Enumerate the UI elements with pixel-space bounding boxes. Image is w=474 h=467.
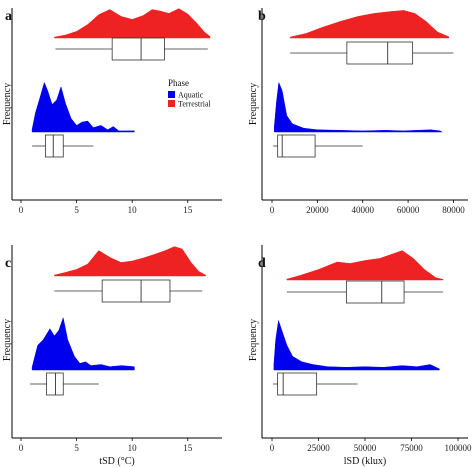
panel-c: 0 5 10 15 c Frequency tSD (°C) [2, 245, 222, 467]
y-axis-title: Frequency [2, 319, 13, 361]
y-axis-title: Frequency [248, 83, 259, 125]
legend-label-terrestrial: Terrestrial [178, 100, 212, 109]
x-tick-label: 100000 [445, 443, 473, 453]
legend-swatch-aquatic [168, 91, 175, 98]
legend-label-aquatic: Aquatic [178, 91, 204, 100]
x-tick-label: 10 [128, 443, 138, 453]
x-tick-label: 5 [74, 205, 79, 215]
panel-letter: a [5, 9, 12, 24]
panel-b: 0 20000 40000 60000 80000 b Frequency [248, 8, 468, 215]
boxplot-aquatic-box [45, 134, 64, 158]
x-axis-title: lSD (klux) [344, 456, 387, 467]
density-terrestrial [286, 250, 444, 281]
x-tick-label: 0 [270, 443, 275, 453]
x-axis-title: tSD (°C) [99, 456, 134, 467]
x-tick-label: 10 [128, 205, 138, 215]
x-tick-label: 80000 [442, 205, 465, 215]
density-terrestrial [289, 10, 450, 39]
boxplot-terrestrial-box [111, 37, 165, 61]
x-tick-label: 40000 [351, 205, 374, 215]
panel-letter: c [5, 256, 11, 271]
y-axis-title: Frequency [2, 83, 13, 125]
x-tick-label: 15 [183, 443, 193, 453]
panel-letter: b [258, 9, 266, 24]
x-tick-label: 15 [183, 205, 193, 215]
legend-title: Phase [168, 78, 189, 88]
x-tick-label: 0 [19, 205, 24, 215]
density-aquatic [31, 82, 135, 133]
boxplot-aquatic-box [277, 372, 318, 396]
density-aquatic [274, 82, 443, 133]
x-tick-label: 5 [74, 443, 79, 453]
x-tick-label: 75000 [400, 443, 423, 453]
x-tick-label: 60000 [397, 205, 420, 215]
boxplot-aquatic-box [46, 372, 64, 396]
density-terrestrial [54, 246, 206, 277]
x-tick-label: 50000 [354, 443, 377, 453]
y-axis-title: Frequency [248, 319, 259, 361]
density-aquatic [273, 320, 440, 371]
x-tick-label: 0 [19, 443, 24, 453]
x-tick-label: 0 [270, 205, 275, 215]
panel-letter: d [258, 256, 266, 271]
boxplot-aquatic-box [277, 134, 316, 158]
density-terrestrial [54, 8, 211, 39]
x-tick-label: 25000 [307, 443, 330, 453]
boxplot-terrestrial-box [346, 41, 414, 65]
boxplot-terrestrial-box [101, 279, 171, 303]
boxplot-terrestrial-box [345, 280, 405, 304]
density-aquatic [31, 317, 135, 371]
legend-swatch-terrestrial [168, 100, 175, 107]
panel-a: 0 5 10 15 a Frequency [2, 8, 222, 215]
legend: Phase Aquatic Terrestrial [168, 78, 212, 109]
panel-d: 0 25000 50000 75000 100000 d Frequency lSD (klu… [248, 245, 472, 467]
x-tick-label: 20000 [306, 205, 329, 215]
